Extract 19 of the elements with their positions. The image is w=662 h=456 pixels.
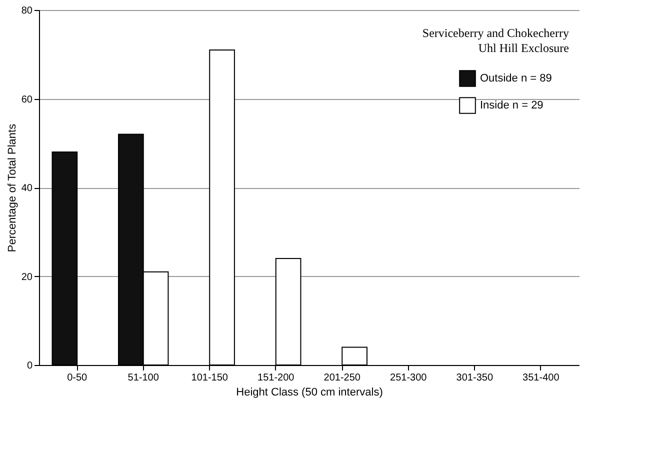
- y-tick-label: 0: [26, 360, 33, 372]
- y-axis-title: Percentage of Total Plants: [6, 123, 18, 252]
- x-tick-label: 351-400: [522, 372, 560, 384]
- legend-label: Inside n = 29: [480, 100, 544, 112]
- x-tick-label: 0-50: [67, 372, 88, 384]
- x-tick-label: 201-250: [324, 372, 361, 384]
- x-tick-label: 301-350: [456, 372, 494, 384]
- text: Uhl Hill Exclosure: [478, 41, 569, 55]
- y-tick-label: 20: [21, 272, 33, 283]
- legend-label: Outside n = 89: [480, 72, 552, 84]
- x-axis-title: Height Class (50 cm intervals): [236, 386, 383, 398]
- text: Serviceberry and Chokecherry: [422, 26, 569, 40]
- x-tick-label: 51-100: [128, 372, 160, 384]
- y-tick-label: 80: [21, 6, 33, 16]
- y-tick-label: 60: [21, 94, 33, 106]
- x-tick-label: 251-300: [390, 372, 428, 384]
- x-tick-label: 151-200: [258, 372, 295, 384]
- x-tick-label: 101-150: [191, 372, 228, 384]
- y-tick-label: 40: [21, 183, 33, 194]
